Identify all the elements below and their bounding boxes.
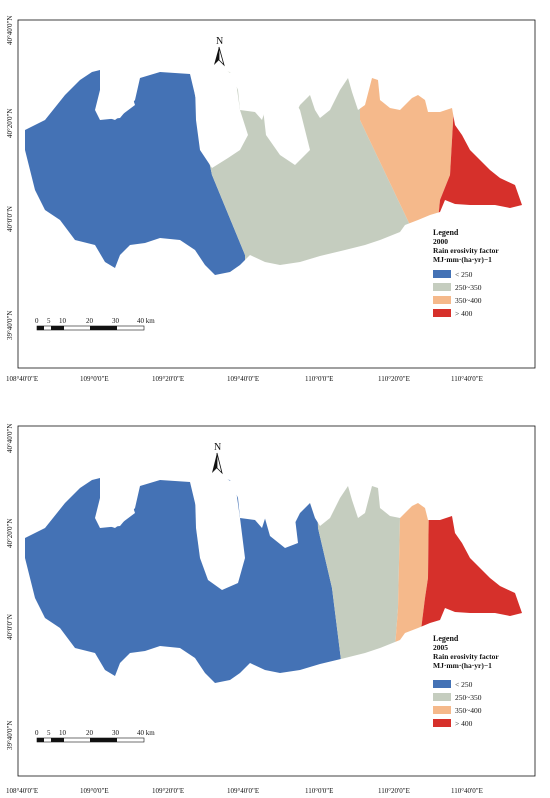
- lat-label: 39°40'0"N: [6, 311, 14, 340]
- scale-tick-20: 20: [86, 729, 94, 737]
- lon-label: 109°0'0"E: [80, 375, 109, 383]
- legend-swatch-4: [433, 719, 451, 727]
- gap-1-2005: [195, 476, 245, 590]
- gap-3-2000: [100, 70, 135, 120]
- lon-label: 108°40'0"E: [6, 787, 38, 795]
- gap-3-2005: [100, 478, 135, 528]
- zone-350-400-2005: [395, 478, 430, 648]
- map-panel-2005: N 0 5 10 20 30 40 km Legend 2005 Rain er…: [0, 408, 550, 798]
- lat-label: 40°0'0"N: [6, 614, 14, 640]
- legend-swatch-1: [433, 680, 451, 688]
- legend-swatch-2: [433, 283, 451, 291]
- legend-swatch-3: [433, 706, 451, 714]
- lon-label: 109°0'0"E: [80, 787, 109, 795]
- legend-2005: Legend 2005 Rain erosivity factor MJ·mm·…: [433, 634, 499, 728]
- legend-class-1: < 250: [455, 270, 473, 279]
- scale-tick-0: 0: [35, 729, 39, 737]
- legend-class-2: 250~350: [455, 693, 482, 702]
- scale-tick-5: 5: [47, 729, 51, 737]
- lon-label: 110°20'0"E: [378, 375, 410, 383]
- lat-label: 40°20'0"N: [6, 109, 14, 138]
- lat-label: 39°40'0"N: [6, 721, 14, 750]
- north-arrow-2000: N: [214, 36, 225, 67]
- legend-class-1: < 250: [455, 680, 473, 689]
- legend-swatch-3: [433, 296, 451, 304]
- scale-tick-20: 20: [86, 317, 94, 325]
- lon-label: 109°40'0"E: [227, 375, 259, 383]
- legend-class-3: 350~400: [455, 296, 482, 305]
- gap-2-2000: [262, 75, 310, 165]
- lat-label: 40°40'0"N: [6, 16, 14, 45]
- scale-bar-2000: 0 5 10 20 30 40 km: [35, 317, 155, 331]
- latitude-labels-2000: 40°40'0"N 40°20'0"N 40°0'0"N 39°40'0"N: [6, 16, 14, 340]
- lon-label: 109°20'0"E: [152, 787, 184, 795]
- scale-tick-40km: 40 km: [137, 317, 155, 325]
- zone-lt-250-2000: [25, 70, 250, 275]
- longitude-labels-2000: 108°40'0"E 109°0'0"E 109°20'0"E 109°40'0…: [6, 375, 483, 383]
- map-svg-2000: N 0 5 10 20 30 40 km Legend 2000 Rain er…: [6, 16, 536, 383]
- rain-erosivity-zones-2000: [25, 70, 522, 275]
- legend-title: Legend: [433, 228, 459, 237]
- scale-tick-30: 30: [112, 317, 120, 325]
- map-frame-2005: [17, 425, 536, 777]
- legend-class-4: > 400: [455, 719, 473, 728]
- scale-tick-5: 5: [47, 317, 51, 325]
- legend-class-4: > 400: [455, 309, 473, 318]
- legend-factor: Rain erosivity factor: [433, 246, 499, 255]
- scale-tick-40km: 40 km: [137, 729, 155, 737]
- scale-tick-10: 10: [59, 729, 67, 737]
- gap-1-2000: [195, 68, 248, 168]
- lon-label: 109°20'0"E: [152, 375, 184, 383]
- lon-label: 109°40'0"E: [227, 787, 259, 795]
- legend-unit: MJ·mm·(ha·yr)−1: [433, 661, 492, 670]
- legend-class-3: 350~400: [455, 706, 482, 715]
- scale-tick-0: 0: [35, 317, 39, 325]
- legend-unit: MJ·mm·(ha·yr)−1: [433, 255, 492, 264]
- lon-label: 110°0'0"E: [305, 787, 333, 795]
- legend-swatch-1: [433, 270, 451, 278]
- legend-title: Legend: [433, 634, 459, 643]
- legend-swatch-4: [433, 309, 451, 317]
- legend-class-2: 250~350: [455, 283, 482, 292]
- latitude-labels-2005: 40°40'0"N 40°20'0"N 40°0'0"N 39°40'0"N: [6, 424, 14, 750]
- lat-label: 40°20'0"N: [6, 519, 14, 548]
- lon-label: 110°20'0"E: [378, 787, 410, 795]
- zone-gt-400-2005: [420, 478, 522, 683]
- scale-bar-2005: 0 5 10 20 30 40 km: [35, 729, 155, 743]
- gap-2-2005: [262, 483, 298, 548]
- legend-year: 2005: [433, 643, 448, 652]
- map-svg-2005: N 0 5 10 20 30 40 km Legend 2005 Rain er…: [6, 424, 536, 795]
- map-frame-2000: [17, 19, 536, 369]
- lat-label: 40°40'0"N: [6, 424, 14, 453]
- map-panel-2000: N 0 5 10 20 30 40 km Legend 2000 Rain er…: [0, 0, 550, 390]
- legend-factor: Rain erosivity factor: [433, 652, 499, 661]
- longitude-labels-2005: 108°40'0"E 109°0'0"E 109°20'0"E 109°40'0…: [6, 787, 483, 795]
- lon-label: 110°40'0"E: [451, 787, 483, 795]
- scale-tick-30: 30: [112, 729, 120, 737]
- north-label-2000: N: [216, 36, 223, 47]
- lon-label: 110°40'0"E: [451, 375, 483, 383]
- north-label-2005: N: [214, 442, 221, 453]
- legend-swatch-2: [433, 693, 451, 701]
- lat-label: 40°0'0"N: [6, 206, 14, 232]
- lon-label: 108°40'0"E: [6, 375, 38, 383]
- lon-label: 110°0'0"E: [305, 375, 333, 383]
- scale-tick-10: 10: [59, 317, 67, 325]
- legend-year: 2000: [433, 237, 448, 246]
- legend-2000: Legend 2000 Rain erosivity factor MJ·mm·…: [433, 228, 499, 318]
- north-arrow-2005: N: [212, 442, 223, 475]
